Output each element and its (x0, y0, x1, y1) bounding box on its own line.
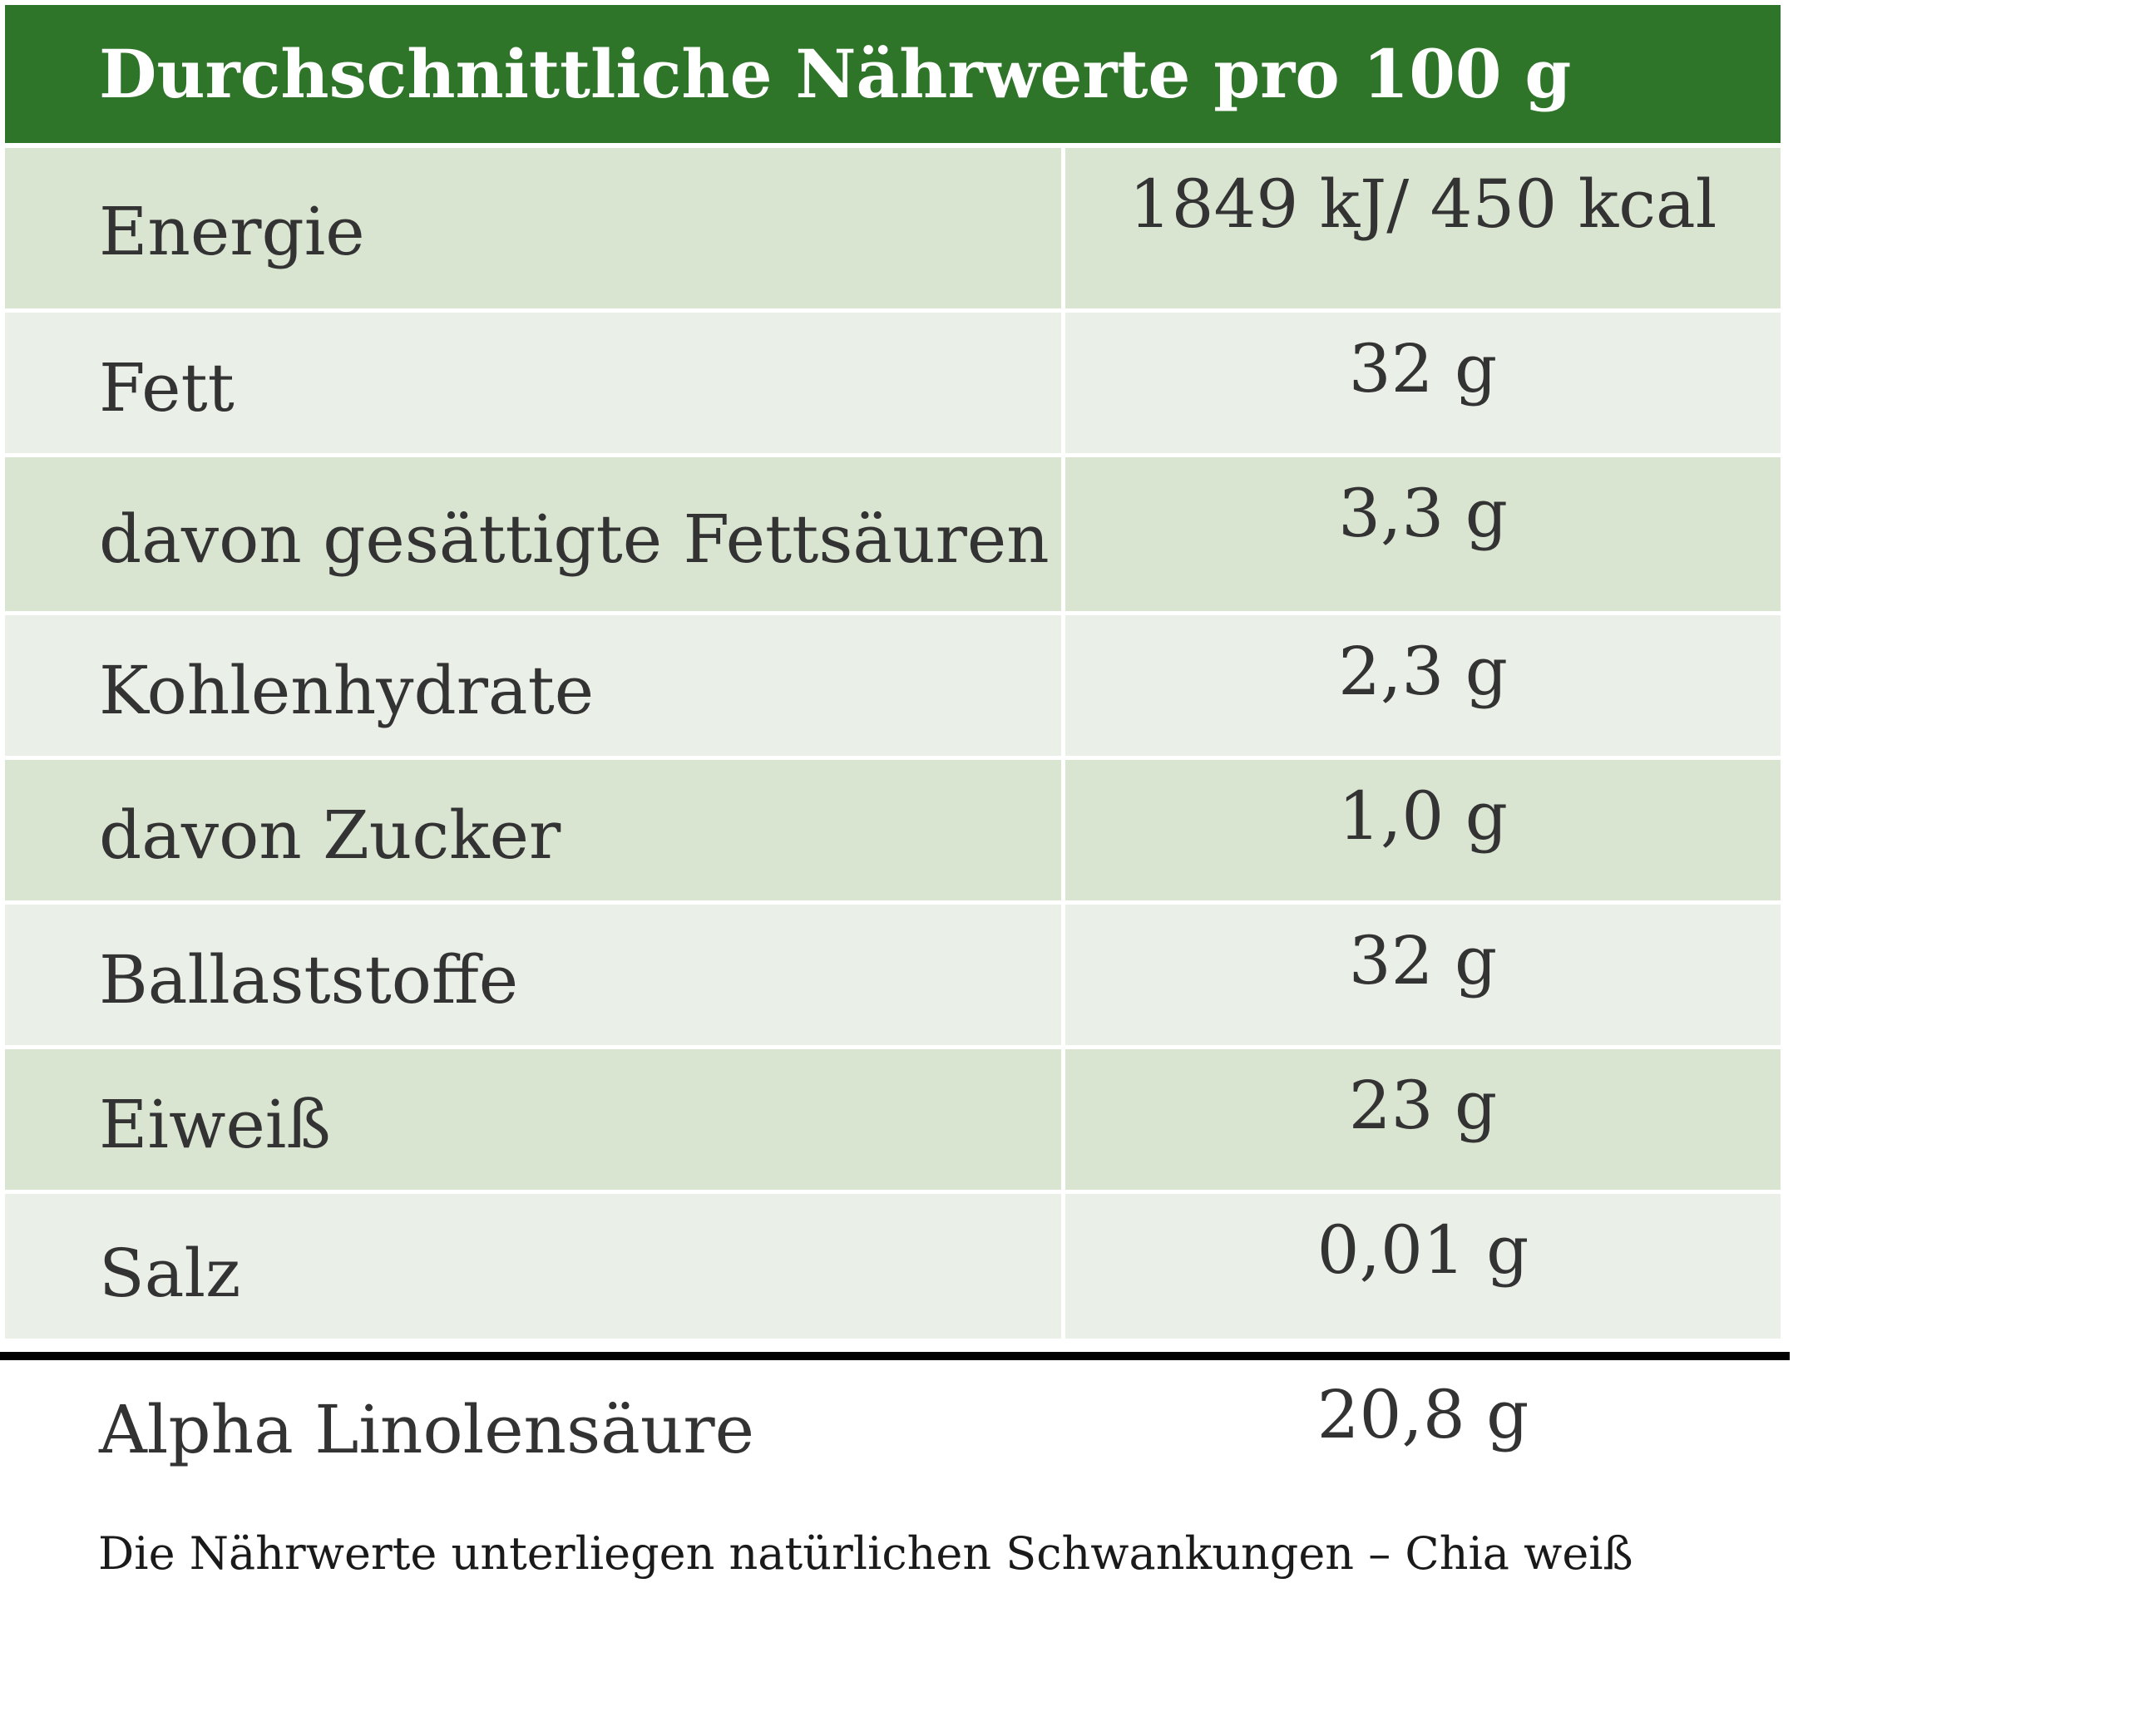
table-row: Energie 1849 kJ/ 450 kcal (5, 148, 1781, 313)
table-row: davon gesättigte Fettsäuren 3,3 g (5, 457, 1781, 615)
table-body: Energie 1849 kJ/ 450 kcal Fett 32 g davo… (5, 148, 1781, 1339)
nutrient-label: Kohlenhydrate (5, 615, 1065, 756)
nutrient-label: davon gesättigte Fettsäuren (5, 457, 1065, 611)
nutrient-value: 1849 kJ/ 450 kcal (1129, 165, 1717, 243)
nutrient-value: 32 g (1348, 922, 1498, 999)
table-row: Salz 0,01 g (5, 1194, 1781, 1339)
nutrient-label: Eiweiß (5, 1049, 1065, 1190)
table-row: Kohlenhydrate 2,3 g (5, 615, 1781, 760)
nutrient-value: 3,3 g (1338, 475, 1508, 552)
table-title: Durchschnittliche Nährwerte pro 100 g (99, 35, 1572, 113)
nutrient-label: Ballaststoffe (5, 905, 1065, 1045)
nutrient-label: Fett (5, 313, 1065, 453)
nutrient-value: 32 g (1348, 330, 1498, 407)
table-header: Durchschnittliche Nährwerte pro 100 g (5, 5, 1781, 143)
nutrient-value: 2,3 g (1338, 633, 1508, 710)
nutrient-label: Energie (5, 148, 1065, 308)
nutrient-label: Alpha Linolensäure (99, 1391, 754, 1468)
nutrient-value: 23 g (1348, 1067, 1498, 1144)
footnote: Die Nährwerte unterliegen natürlichen Sc… (98, 1527, 1633, 1580)
nutrient-label: Salz (5, 1194, 1065, 1339)
table-divider (0, 1352, 1790, 1360)
nutrient-label: davon Zucker (5, 760, 1065, 900)
nutrition-table: Durchschnittliche Nährwerte pro 100 g En… (5, 5, 1781, 1339)
nutrient-value: 1,0 g (1338, 777, 1508, 855)
table-row: Fett 32 g (5, 313, 1781, 457)
table-row-extra: Alpha Linolensäure 20,8 g (5, 1360, 1781, 1485)
table-row: Eiweiß 23 g (5, 1049, 1781, 1194)
nutrient-value: 0,01 g (1316, 1211, 1529, 1289)
nutrient-value: 20,8 g (1316, 1376, 1529, 1453)
table-row: Ballaststoffe 32 g (5, 905, 1781, 1049)
table-row: davon Zucker 1,0 g (5, 760, 1781, 905)
